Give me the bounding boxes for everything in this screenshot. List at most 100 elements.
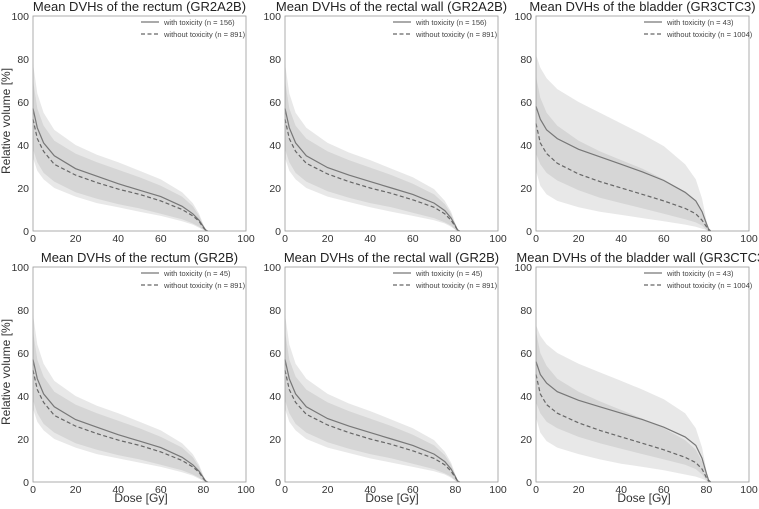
x-tick-label: 20: [70, 233, 82, 245]
y-tick-label: 60: [269, 97, 281, 109]
x-tick-label: 80: [701, 233, 713, 245]
y-tick-label: 0: [275, 477, 281, 489]
line-without-toxicity: [535, 123, 711, 232]
legend-label: without toxicity (n = 891): [163, 281, 246, 290]
x-tick-label: 60: [407, 233, 419, 245]
y-tick-label: 0: [526, 226, 532, 238]
x-tick-label: 20: [573, 484, 585, 496]
band-with-toxicity: [285, 314, 460, 482]
panel-title: Mean DVHs of the bladder wall (GR3CTC3): [516, 250, 759, 265]
panel-4: 0 20 40 60 80 100 0 20 40 60 80 100 Mean DVHs of the…: [11, 250, 254, 496]
y-tick-label: 80: [17, 305, 29, 317]
y-tick-label: 60: [17, 348, 29, 360]
x-tick-label: 80: [198, 233, 210, 245]
band-without-toxicity: [536, 76, 711, 231]
panel-title: Mean DVHs of the rectal wall (GR2A2B): [276, 0, 507, 14]
band-without-toxicity: [285, 331, 460, 482]
y-axis-label-bottom: Relative volume [%]: [0, 319, 13, 425]
x-tick-label: 0: [30, 484, 36, 496]
line-without-toxicity: [535, 374, 711, 483]
x-tick-label: 60: [407, 484, 419, 496]
x-tick-label: 40: [615, 233, 627, 245]
legend-label: with toxicity (n = 43): [666, 269, 734, 278]
plot-frame: [32, 15, 247, 232]
x-tick-label: 20: [573, 233, 585, 245]
panel-title: Mean DVHs of the bladder (GR3CTC3): [529, 0, 755, 14]
y-tick-label: 100: [11, 262, 29, 274]
legend-label: with toxicity (n = 156): [163, 18, 235, 27]
line-with-toxicity: [284, 359, 460, 483]
panel-1: 0 20 40 60 80 100 0 20 40 60 80 100 Mean DVHs of the…: [11, 0, 254, 245]
y-tick-label: 0: [23, 226, 29, 238]
x-tick-label: 60: [658, 233, 670, 245]
y-tick-label: 20: [520, 183, 532, 195]
legend-label: with toxicity (n = 156): [415, 18, 487, 27]
y-tick-label: 20: [269, 183, 281, 195]
band-without-toxicity: [285, 80, 460, 231]
x-tick-label: 0: [30, 233, 36, 245]
x-tick-label: 40: [615, 484, 627, 496]
legend-label: without toxicity (n = 1004): [666, 30, 753, 39]
y-tick-label: 60: [520, 97, 532, 109]
line-without-toxicity: [284, 370, 460, 483]
y-tick-label: 40: [269, 391, 281, 403]
panel-title: Mean DVHs of the rectal wall (GR2B): [284, 250, 499, 265]
x-tick-label: 100: [489, 233, 507, 245]
legend-label: with toxicity (n = 45): [163, 269, 231, 278]
panel-title: Mean DVHs of the rectum (GR2B): [41, 250, 238, 265]
band-with-toxicity: [33, 314, 208, 482]
plot-frame: [32, 266, 247, 483]
y-tick-label: 40: [520, 391, 532, 403]
x-tick-label: 0: [533, 484, 539, 496]
x-tick-label: 100: [740, 233, 758, 245]
line-without-toxicity: [284, 119, 460, 232]
y-tick-label: 80: [269, 54, 281, 66]
band-with-toxicity: [33, 63, 208, 231]
y-tick-label: 80: [520, 54, 532, 66]
line-without-toxicity: [32, 119, 208, 232]
legend-label: without toxicity (n = 891): [415, 281, 498, 290]
x-tick-label: 80: [198, 484, 210, 496]
x-tick-label: 40: [112, 484, 124, 496]
x-tick-label: 20: [322, 233, 334, 245]
line-with-toxicity: [535, 361, 712, 483]
x-tick-label: 100: [237, 233, 255, 245]
legend-label: without toxicity (n = 1004): [666, 281, 753, 290]
x-tick-label: 60: [658, 484, 670, 496]
panel-title: Mean DVHs of the rectum (GR2A2B): [33, 0, 246, 14]
band-without-toxicity: [536, 331, 711, 482]
x-tick-label: 80: [701, 484, 713, 496]
x-tick-label: 100: [237, 484, 255, 496]
legend-label: without toxicity (n = 891): [415, 30, 498, 39]
y-axis-label-top: Relative volume [%]: [0, 68, 13, 174]
x-tick-label: 80: [450, 233, 462, 245]
y-tick-label: 0: [23, 477, 29, 489]
y-tick-label: 100: [263, 262, 281, 274]
x-tick-label: 0: [533, 233, 539, 245]
band-with-toxicity: [536, 325, 711, 482]
y-tick-label: 60: [520, 348, 532, 360]
y-tick-label: 0: [526, 477, 532, 489]
y-tick-label: 40: [520, 140, 532, 152]
legend-label: with toxicity (n = 43): [666, 18, 734, 27]
band-with-toxicity: [536, 54, 711, 232]
y-tick-label: 40: [17, 391, 29, 403]
x-tick-label: 80: [450, 484, 462, 496]
y-tick-label: 20: [17, 183, 29, 195]
y-tick-label: 20: [17, 434, 29, 446]
y-tick-label: 20: [269, 434, 281, 446]
plot-frame: [535, 266, 750, 483]
y-tick-label: 80: [269, 305, 281, 317]
x-axis-label-3: Dose [Gy]: [617, 491, 670, 505]
y-tick-label: 40: [269, 140, 281, 152]
y-tick-label: 20: [520, 434, 532, 446]
x-tick-label: 0: [282, 484, 288, 496]
y-tick-label: 40: [17, 140, 29, 152]
plot-frame: [284, 15, 499, 232]
band-without-toxicity: [33, 80, 208, 231]
y-tick-label: 100: [11, 11, 29, 23]
y-tick-label: 100: [514, 262, 532, 274]
